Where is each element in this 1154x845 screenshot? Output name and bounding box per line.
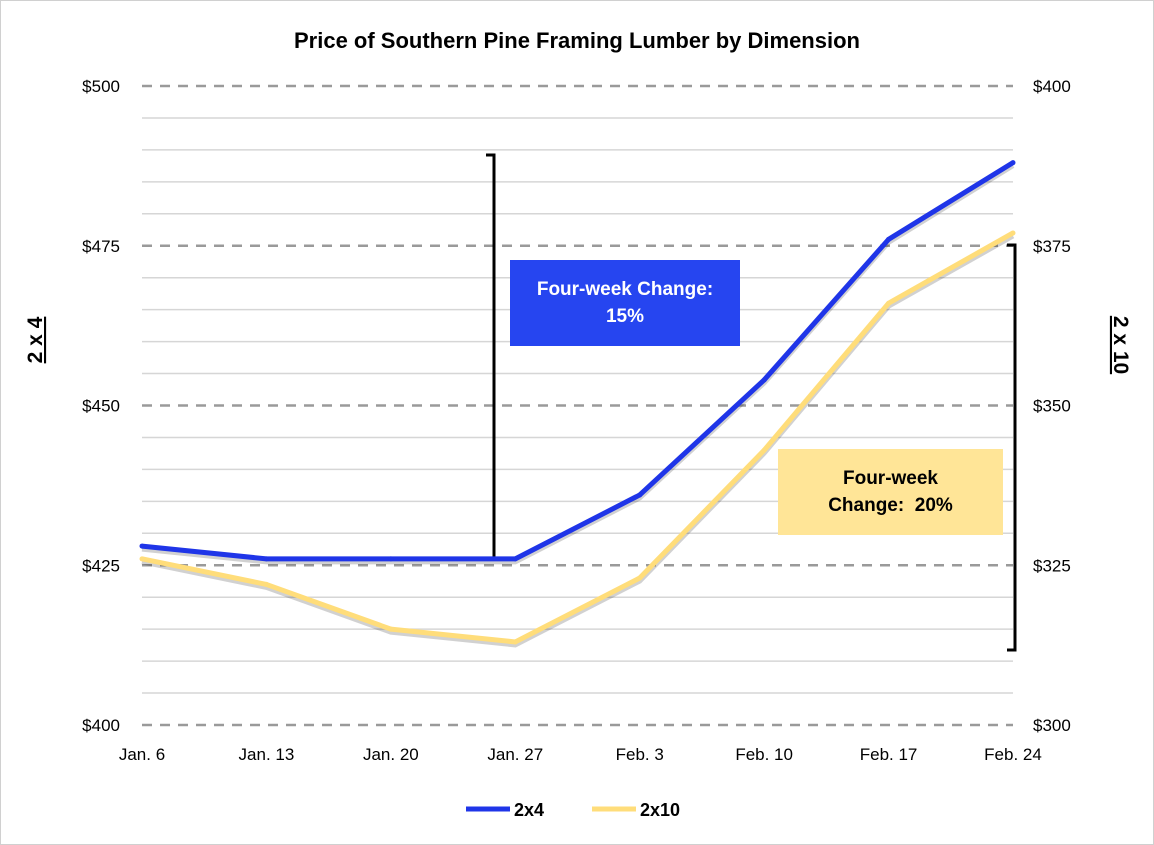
x-tick-label: Feb. 10: [735, 745, 793, 764]
right-tick-label: $325: [1033, 556, 1071, 575]
left-tick-label: $500: [82, 77, 120, 96]
data-point-2x4: [512, 556, 518, 562]
right-tick-label: $400: [1033, 77, 1071, 96]
data-point-2x10: [761, 447, 767, 453]
data-point-2x10: [139, 556, 145, 562]
left-tick-label: $400: [82, 716, 120, 735]
data-point-2x4: [139, 543, 145, 549]
annotation-2x4-change: Four-week Change: 15%: [510, 260, 740, 346]
annotation-2x4-line2: 15%: [605, 306, 645, 327]
right-tick-label: $300: [1033, 716, 1071, 735]
series-line-2x4: [141, 160, 1015, 562]
x-tick-label: Jan. 6: [119, 745, 165, 764]
data-point-2x4: [1010, 160, 1016, 166]
data-point-2x10: [1010, 230, 1016, 236]
x-tick-label: Jan. 27: [487, 745, 543, 764]
series-line-2x10: [141, 230, 1015, 645]
left-axis-title: 2 x 4: [24, 316, 47, 363]
annotation-2x4-line1: Four-week Change:: [536, 279, 714, 300]
x-tick-label: Jan. 20: [363, 745, 419, 764]
data-point-2x10: [388, 626, 394, 632]
annotation-2x10-change: Four-week Change: 20%: [778, 449, 1003, 535]
data-point-2x10: [886, 300, 892, 306]
x-tick-label: Feb. 24: [984, 745, 1042, 764]
x-tick-label: Feb. 3: [616, 745, 664, 764]
right-tick-label: $375: [1033, 237, 1071, 256]
bracket-2x4: [486, 153, 496, 560]
right-axis-title: 2 x 10: [1109, 316, 1132, 374]
x-tick-label: Feb. 17: [860, 745, 918, 764]
data-point-2x4: [263, 556, 269, 562]
x-tick-label: Jan. 13: [239, 745, 295, 764]
data-point-2x4: [886, 236, 892, 242]
annotation-2x10-line1: Four-week: [842, 468, 939, 489]
data-point-2x10: [263, 581, 269, 587]
data-point-2x10: [512, 639, 518, 645]
annotation-2x10-line2: Change: 20%: [828, 495, 953, 516]
data-point-2x4: [637, 492, 643, 498]
legend-label-2x10: 2x10: [640, 800, 680, 820]
left-tick-label: $450: [82, 397, 120, 416]
bracket-2x10: [1007, 243, 1017, 652]
legend: 2x4 2x10: [466, 800, 680, 820]
chart-title: Price of Southern Pine Framing Lumber by…: [294, 28, 860, 53]
data-point-2x4: [761, 377, 767, 383]
legend-label-2x4: 2x4: [514, 800, 544, 820]
left-tick-label: $425: [82, 556, 120, 575]
right-tick-label: $350: [1033, 397, 1071, 416]
data-point-2x10: [637, 575, 643, 581]
data-point-2x4: [388, 556, 394, 562]
left-tick-label: $475: [82, 237, 120, 256]
